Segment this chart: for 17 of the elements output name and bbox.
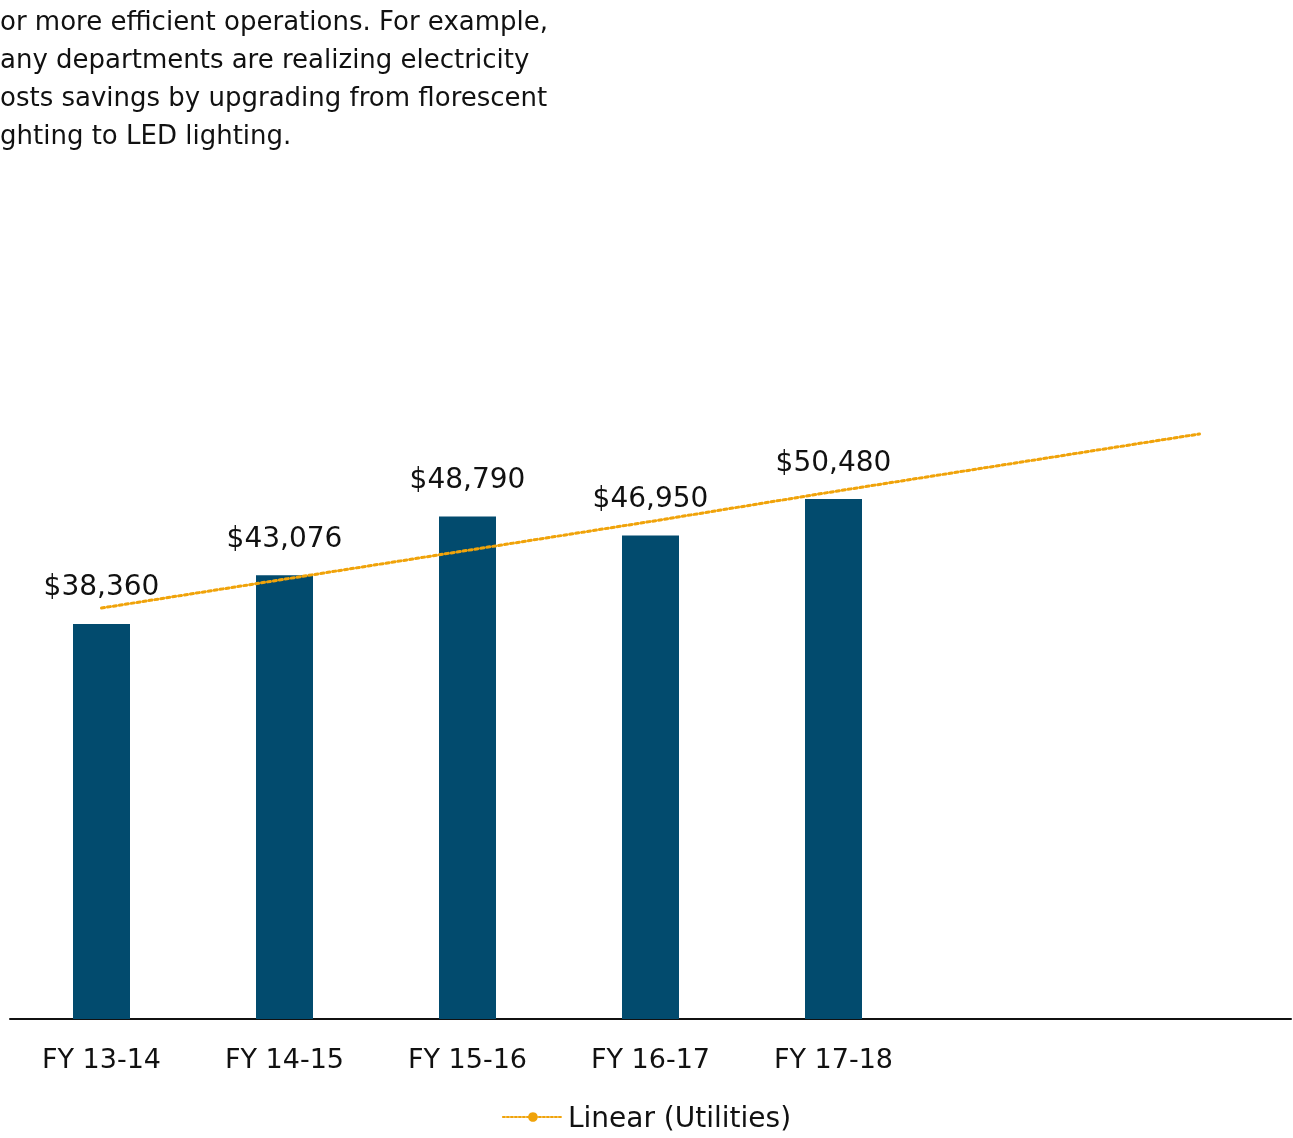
data-label: $50,480: [775, 444, 892, 478]
text: or more efficient operations. For example, any departments are realizing electricity osts savings by upgrading from florescent ghting to LED lighting.: [0, 6, 549, 150]
bar: [805, 499, 862, 1019]
legend-label: Linear (Utilities): [567, 1100, 792, 1134]
data-label: $38,360: [43, 569, 160, 603]
data-label: $43,076: [226, 520, 343, 554]
bar: [256, 575, 313, 1019]
data-label: $48,790: [409, 461, 526, 495]
x-tick-label: FY 13-14: [41, 1043, 162, 1074]
x-tick-label: FY 17-18: [773, 1043, 894, 1074]
bar: [622, 535, 679, 1019]
x-tick-label: FY 16-17: [590, 1043, 711, 1074]
x-tick-label: FY 14-15: [224, 1043, 345, 1074]
data-label: $46,950: [592, 480, 709, 514]
x-tick-label: FY 15-16: [407, 1043, 528, 1074]
bar: [73, 623, 130, 1019]
bar: [439, 516, 496, 1019]
